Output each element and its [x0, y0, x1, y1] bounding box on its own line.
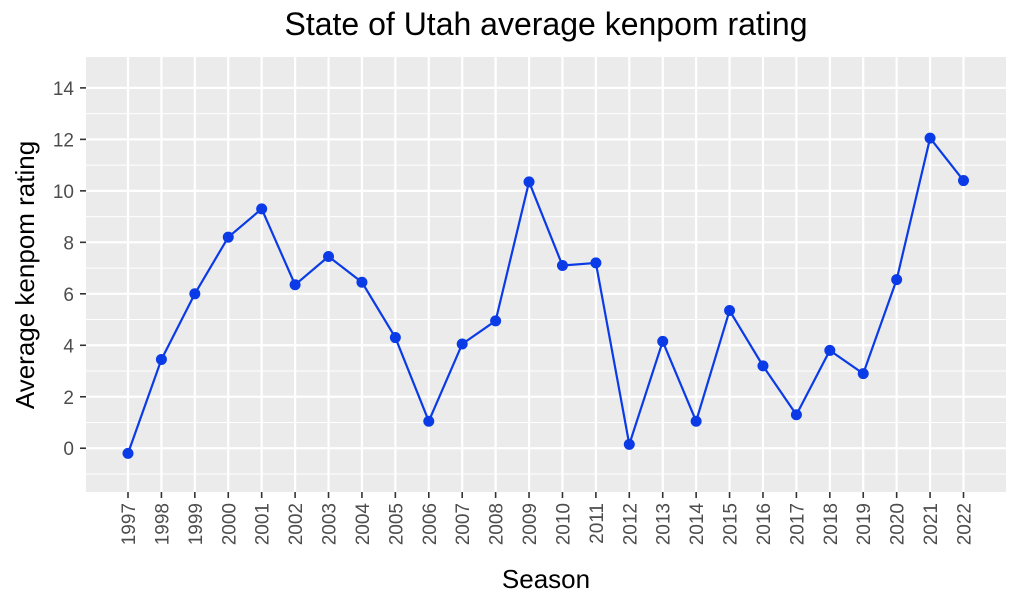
data-point — [958, 175, 969, 187]
major-gridlines — [86, 57, 1006, 492]
chart-title: State of Utah average kenpom rating — [285, 6, 808, 42]
y-axis: 0 2 4 6 8 10 12 14 — [53, 79, 86, 460]
data-point — [323, 250, 335, 262]
data-point — [657, 335, 669, 347]
data-point — [556, 259, 568, 271]
x-tick-label: 1999 — [186, 503, 207, 545]
y-tick-label: 6 — [63, 285, 74, 306]
x-tick-label: 2019 — [854, 503, 875, 545]
data-point — [824, 344, 836, 356]
x-axis-title: Season — [502, 564, 590, 594]
x-tick-label: 2001 — [253, 503, 274, 545]
y-tick-label: 2 — [63, 388, 74, 409]
data-series — [122, 132, 969, 459]
y-tick-label: 10 — [53, 182, 74, 203]
x-tick-label: 2022 — [955, 503, 976, 545]
y-tick-label: 0 — [63, 439, 74, 460]
data-point — [590, 257, 602, 269]
plot-panel — [86, 57, 1006, 492]
x-tick-label: 2020 — [888, 503, 909, 545]
x-tick-label: 2021 — [921, 503, 942, 545]
data-point — [891, 274, 903, 286]
data-point — [623, 438, 635, 450]
x-axis: 1997 1998 1999 2000 2001 2002 2003 2004 2005 2006… — [119, 492, 976, 545]
data-point — [122, 447, 134, 459]
data-point — [790, 409, 802, 421]
x-tick-label: 2008 — [487, 503, 508, 545]
data-point — [256, 203, 268, 215]
data-point — [356, 276, 368, 288]
data-point — [857, 368, 869, 380]
data-point — [690, 415, 702, 427]
x-tick-label: 2017 — [787, 503, 808, 545]
x-tick-label: 2005 — [386, 503, 407, 545]
x-tick-label: 2012 — [620, 503, 641, 545]
series-line — [126, 136, 965, 454]
x-tick-label: 2000 — [219, 503, 240, 545]
x-tick-label: 2015 — [721, 503, 742, 545]
x-tick-label: 2016 — [754, 503, 775, 545]
x-tick-label: 2018 — [821, 503, 842, 545]
x-tick-label: 2010 — [553, 503, 574, 545]
x-tick-label: 1997 — [119, 503, 140, 545]
data-point — [289, 279, 301, 291]
data-point — [155, 353, 167, 365]
data-point — [490, 315, 502, 327]
x-tick-label: 2014 — [687, 503, 708, 546]
data-point — [423, 415, 435, 427]
x-tick-label: 2004 — [353, 503, 374, 546]
x-tick-label: 2013 — [654, 503, 675, 545]
x-tick-label: 2009 — [520, 503, 541, 545]
x-tick-label: 2002 — [286, 503, 307, 545]
x-tick-label: 1998 — [152, 503, 173, 545]
data-point — [189, 288, 201, 300]
y-axis-title: Average kenpom rating — [10, 141, 40, 409]
y-tick-label: 14 — [53, 79, 75, 100]
data-point — [724, 305, 736, 317]
y-tick-label: 4 — [63, 336, 74, 357]
x-tick-label: 2011 — [587, 503, 608, 544]
x-tick-label: 2003 — [320, 503, 341, 545]
data-point — [222, 231, 234, 243]
data-point — [757, 360, 769, 372]
data-point — [456, 338, 468, 350]
data-point — [389, 332, 401, 344]
x-tick-label: 2007 — [453, 503, 474, 545]
y-tick-label: 8 — [63, 233, 74, 254]
data-point — [924, 132, 936, 144]
data-point — [523, 176, 535, 188]
x-tick-label: 2006 — [420, 503, 441, 545]
y-tick-label: 12 — [53, 130, 74, 151]
minor-gridlines — [86, 113, 1006, 475]
